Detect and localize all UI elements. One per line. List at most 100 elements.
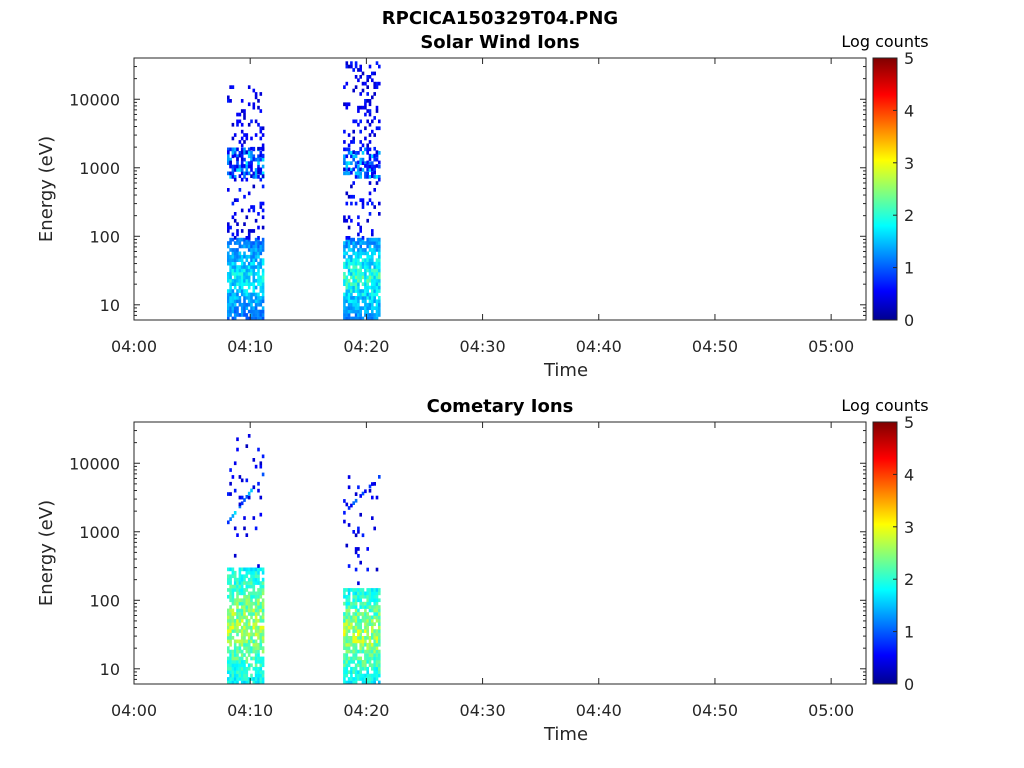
heatmap-cell — [359, 198, 362, 202]
heatmap-cell — [238, 584, 242, 589]
heatmap-cell — [252, 567, 256, 572]
heatmap-cell — [233, 177, 237, 182]
figure-title: RPCICA150329T04.PNG — [382, 8, 618, 29]
y-tick-label: 1000 — [79, 523, 120, 542]
heatmap-cell — [240, 656, 244, 661]
heatmap-cell — [257, 175, 260, 179]
heatmap-cell — [229, 663, 232, 668]
heatmap-cell — [227, 241, 230, 245]
heatmap-cell — [347, 282, 351, 286]
heatmap-cell — [254, 299, 258, 304]
heatmap-cell — [259, 584, 263, 589]
heatmap-cell — [375, 598, 379, 603]
heatmap-cell — [259, 205, 263, 209]
heatmap-cell — [238, 278, 242, 283]
heatmap-cell — [229, 598, 232, 603]
heatmap-cell — [233, 168, 237, 172]
heatmap-cell — [254, 594, 258, 599]
heatmap-cell — [259, 251, 263, 256]
heatmap-cell — [354, 244, 358, 249]
heatmap-cell — [254, 618, 258, 623]
heatmap-cell — [357, 612, 360, 616]
heatmap-cell — [366, 268, 369, 273]
heatmap-cell — [245, 629, 249, 633]
heatmap-cell — [261, 285, 265, 290]
heatmap-cell — [247, 285, 251, 290]
heatmap-cell — [357, 302, 360, 307]
heatmap-cell — [247, 677, 251, 681]
heatmap-cell — [229, 639, 232, 644]
heatmap-cell — [352, 680, 355, 685]
heatmap-cell — [231, 514, 235, 518]
heatmap-cell — [238, 112, 242, 117]
heatmap-cell — [366, 625, 369, 630]
heatmap-cell — [373, 663, 376, 668]
heatmap-cell — [238, 296, 242, 300]
heatmap-cell — [371, 656, 374, 661]
heatmap-cell — [231, 567, 235, 572]
heatmap-cell — [231, 622, 235, 626]
heatmap-cell — [259, 302, 263, 307]
heatmap-cell — [352, 157, 355, 162]
heatmap-cell — [236, 161, 239, 165]
heatmap-cell — [357, 663, 360, 668]
heatmap-cell — [257, 296, 260, 300]
heatmap-cell — [352, 299, 355, 304]
heatmap-cell — [352, 618, 355, 623]
heatmap-cell — [238, 504, 242, 509]
heatmap-cell — [252, 618, 256, 623]
heatmap-cell — [254, 306, 258, 310]
heatmap-cell — [259, 167, 263, 172]
heatmap-cell — [364, 489, 367, 494]
heatmap-cell — [354, 680, 358, 685]
heatmap-cell — [229, 653, 232, 657]
heatmap-cell — [359, 129, 362, 134]
heatmap-cell — [227, 581, 230, 585]
colorbar-label: Log counts — [841, 32, 928, 51]
heatmap-cell — [240, 122, 244, 127]
heatmap-cell — [364, 175, 367, 179]
heatmap-cell — [361, 272, 365, 276]
heatmap-cell — [371, 285, 374, 290]
heatmap-cell — [368, 618, 372, 623]
heatmap-cell — [259, 461, 263, 466]
heatmap-cell — [347, 143, 351, 148]
heatmap-cell — [238, 188, 242, 192]
heatmap-cell — [254, 258, 258, 262]
heatmap-cell — [227, 229, 230, 233]
heatmap-cell — [378, 608, 381, 613]
heatmap-cell — [231, 201, 235, 206]
heatmap-cell — [343, 241, 346, 245]
heatmap-cell — [227, 258, 230, 262]
heatmap-cell — [375, 292, 379, 297]
heatmap-cell — [357, 282, 360, 286]
heatmap-cell — [227, 612, 230, 616]
heatmap-cell — [364, 660, 367, 664]
heatmap-cell — [252, 254, 256, 259]
heatmap-cell — [368, 653, 372, 657]
heatmap-cell — [257, 594, 260, 599]
heatmap-cell — [231, 306, 235, 310]
heatmap-cell — [247, 147, 251, 152]
heatmap-cell — [343, 129, 346, 134]
heatmap-cell — [259, 265, 263, 269]
heatmap-cell — [257, 251, 260, 256]
heatmap-cell — [259, 248, 263, 252]
heatmap-cell — [343, 313, 346, 317]
heatmap-cell — [233, 670, 237, 674]
heatmap-cell — [347, 278, 351, 283]
heatmap-cell — [359, 618, 362, 623]
heatmap-cell — [364, 601, 367, 606]
heatmap-cell — [257, 164, 260, 169]
heatmap-cell — [250, 612, 253, 616]
heatmap-cell — [229, 594, 232, 599]
heatmap-cell — [240, 605, 244, 609]
heatmap-cell — [245, 241, 249, 245]
heatmap-cell — [373, 168, 376, 172]
heatmap-cell — [343, 215, 346, 220]
heatmap-cell — [252, 577, 256, 582]
heatmap-cell — [233, 612, 237, 616]
heatmap-cell — [245, 306, 249, 310]
heatmap-cell — [347, 649, 351, 654]
heatmap-cell — [368, 254, 372, 259]
